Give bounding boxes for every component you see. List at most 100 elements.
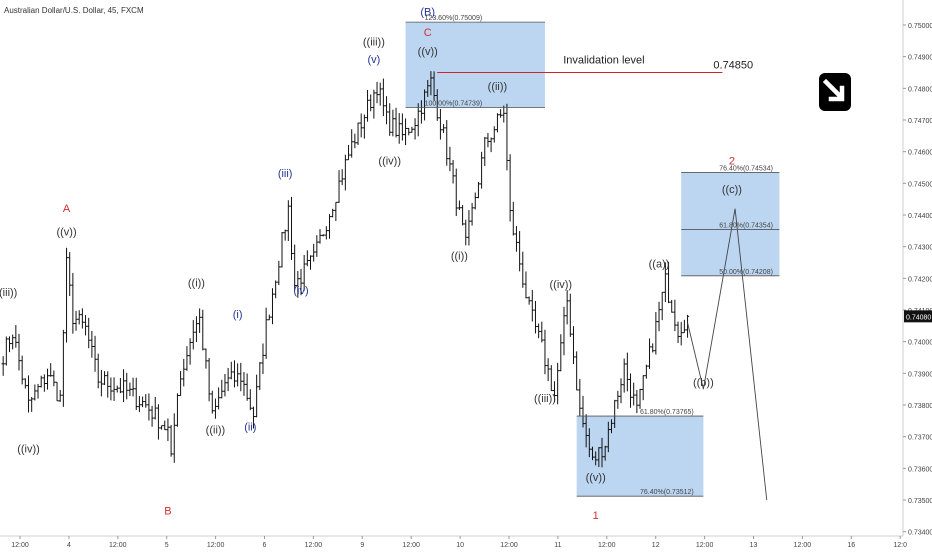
ohlc-bar [571, 326, 576, 365]
ohlc-bar [381, 78, 385, 117]
ohlc-bar [128, 382, 132, 396]
ohlc-bar [223, 373, 227, 397]
ohlc-bar [378, 82, 382, 106]
y-tick-label: 0.73400 [908, 530, 932, 537]
fib-level-label: 61.80%(0.73765) [640, 409, 694, 416]
wave-label: (ii) [244, 421, 256, 433]
ohlc-bar [581, 395, 585, 428]
ohlc-bar [533, 300, 538, 334]
ohlc-bar [115, 385, 119, 393]
ohlc-bar [4, 336, 8, 366]
ohlc-bar [121, 369, 126, 403]
ohlc-bar [410, 126, 414, 133]
ohlc-bar [359, 113, 363, 138]
ohlc-bar [505, 103, 509, 171]
fib-level-label: 123.60%(0.75009) [425, 15, 483, 22]
ohlc-bar [556, 362, 560, 405]
ohlc-bar [562, 306, 566, 356]
y-tick-label: 0.74300 [908, 245, 932, 252]
ohlc-bar [609, 419, 614, 434]
ohlc-bar [540, 321, 544, 343]
ohlc-bar [96, 353, 100, 389]
ohlc-bar [480, 151, 484, 189]
ohlc-bar [467, 210, 471, 246]
ohlc-bar [264, 307, 268, 359]
ohlc-bar [45, 368, 50, 390]
ohlc-bar [372, 89, 376, 119]
fib-level-label: 61.80%(0.74354) [719, 223, 773, 230]
ohlc-bar [397, 113, 401, 144]
y-tick-label: 0.73600 [908, 466, 932, 473]
ohlc-bar [559, 334, 563, 372]
ohlc-bar [682, 319, 686, 334]
ohlc-bar [384, 96, 389, 125]
ohlc-bar [245, 373, 249, 401]
x-tick-label: 12:00 [402, 542, 420, 549]
direction-badge [819, 73, 851, 111]
ohlc-bar [508, 154, 512, 222]
ohlc-bar [198, 308, 202, 333]
ohlc-bar [521, 251, 525, 288]
fib-level-label: 76.40%(0.74534) [719, 166, 773, 173]
ohlc-bar [305, 250, 309, 267]
wave-label: ((v)) [56, 227, 76, 239]
ohlc-bar [369, 94, 373, 112]
y-tick-label: 0.74200 [908, 276, 932, 283]
ohlc-bar [394, 107, 398, 138]
ohlc-bar [125, 372, 129, 400]
wave-label: ((iii)) [534, 393, 556, 405]
ohlc-bar [118, 378, 122, 394]
wave-label: (iv) [293, 285, 308, 297]
ohlc-bar [42, 374, 46, 392]
ohlc-bar [413, 118, 417, 140]
ohlc-bar [647, 338, 652, 369]
ohlc-bar [159, 425, 164, 430]
ohlc-bar [435, 89, 439, 121]
ohlc-bar [603, 445, 607, 461]
wave-label: ((i)) [451, 250, 468, 262]
ohlc-bar [39, 375, 43, 388]
ohlc-bar [673, 299, 677, 332]
y-tick-label: 0.74500 [908, 181, 932, 188]
ohlc-bar [518, 231, 522, 272]
ohlc-bar [365, 89, 370, 122]
ohlc-bar [391, 109, 395, 137]
ohlc-bar [679, 322, 683, 346]
ohlc-bar [55, 381, 59, 402]
ohlc-bar [1, 356, 5, 376]
ohlc-bar [403, 118, 408, 146]
ohlc-bar [400, 113, 404, 141]
wave-label: ((b)) [693, 377, 714, 389]
ohlc-bar [166, 418, 170, 442]
last-price-label: 0.74080 [906, 314, 931, 321]
ohlc-bar [248, 389, 252, 411]
ohlc-bar [460, 205, 465, 226]
ohlc-bar [11, 334, 15, 350]
y-tick-label: 0.74800 [908, 86, 932, 93]
x-tick-label: 4 [67, 542, 71, 549]
x-axis: 12:00 4 12:00 5 12:00 6 12:00 9 12:00 10 12:00 11 12… [0, 535, 907, 549]
ohlc-bar [416, 103, 420, 137]
wave-label: ((v)) [586, 472, 606, 484]
fib-zone-box [576, 416, 704, 497]
ohlc-bar [23, 378, 27, 389]
x-tick-label: 12:00 [696, 542, 714, 549]
ohlc-bar [280, 232, 284, 268]
ohlc-bar [270, 288, 275, 325]
ohlc-bar [30, 396, 34, 412]
x-tick-label: 12:00 [500, 542, 518, 549]
ohlc-bar [638, 388, 642, 409]
x-tick-label: 12:00 [109, 542, 127, 549]
wave-labels-group: ((iii)) ((iv)) A ((v)) B ((i)) (i) ((ii)) (ii) (i… [0, 7, 742, 523]
ohlc-bar [77, 310, 81, 325]
wave-label: ((iii)) [363, 37, 385, 49]
ohlc-bar [274, 280, 278, 299]
ohlc-bar [651, 343, 655, 353]
ohlc-bar [140, 396, 145, 408]
ohlc-bar [489, 137, 493, 153]
wave-label: ((ii)) [206, 425, 226, 437]
invalidation-value: 0.74850 [713, 60, 753, 72]
y-tick-label: 0.73800 [908, 403, 932, 410]
ohlc-bar [106, 371, 110, 398]
wave-label: C [424, 27, 432, 39]
